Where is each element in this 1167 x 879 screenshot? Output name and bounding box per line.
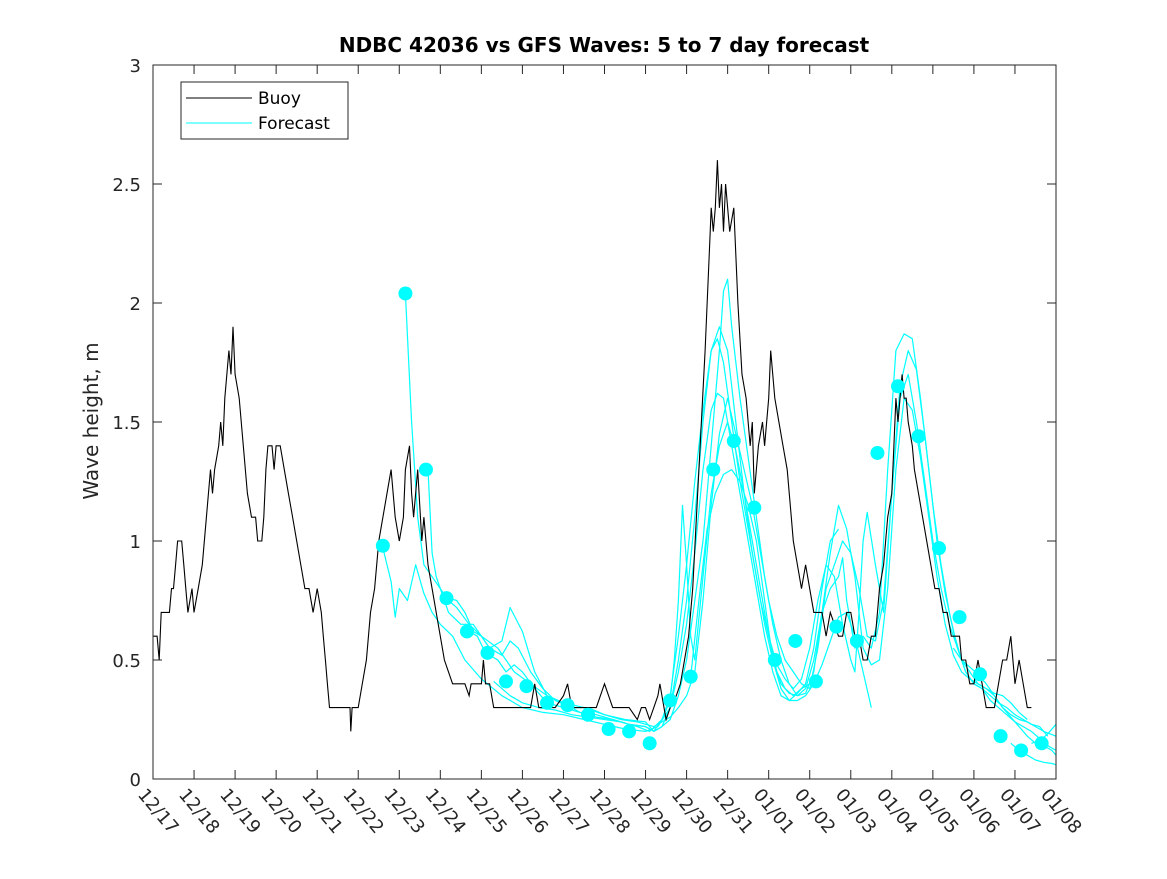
forecast-marker — [1034, 736, 1049, 751]
x-tick-label: 12/25 — [462, 785, 511, 838]
x-tick-label: 12/28 — [585, 785, 634, 838]
forecast-marker — [480, 645, 495, 660]
forecast-marker — [911, 429, 926, 444]
forecast-marker — [932, 541, 947, 556]
x-tick-label: 12/21 — [297, 785, 346, 838]
plot-area: 00.511.522.5312/1712/1812/1912/2012/2112… — [112, 56, 1085, 838]
y-tick-label: 2.5 — [112, 175, 141, 196]
legend-buoy-label: Buoy — [258, 89, 301, 109]
forecast-marker — [663, 693, 678, 708]
legend: Buoy Forecast — [180, 81, 349, 140]
forecast-marker — [849, 633, 864, 648]
forecast-marker — [706, 462, 721, 477]
x-tick-label: 01/04 — [872, 785, 921, 838]
y-tick-label: 1.5 — [112, 413, 141, 434]
forecast-marker — [747, 500, 762, 515]
forecast-marker — [993, 729, 1008, 744]
x-tick-label: 12/18 — [174, 785, 223, 838]
x-tick-label: 12/29 — [626, 785, 675, 838]
y-axis-label: Wave height, m — [79, 342, 103, 499]
forecast-marker — [808, 674, 823, 689]
forecast-marker — [581, 707, 596, 722]
forecast-marker — [622, 724, 637, 739]
x-tick-label: 12/19 — [215, 785, 264, 838]
forecast-line — [690, 469, 872, 708]
x-tick-label: 12/30 — [667, 785, 716, 838]
forecast-marker — [870, 445, 885, 460]
x-tick-label: 12/26 — [503, 785, 552, 838]
data-layer — [153, 160, 1056, 766]
y-tick-label: 0 — [130, 770, 141, 791]
chart-title: NDBC 42036 vs GFS Waves: 5 to 7 day fore… — [339, 33, 870, 57]
x-tick-label: 12/20 — [256, 785, 305, 838]
forecast-marker — [829, 619, 844, 634]
forecast-marker — [973, 667, 988, 682]
forecast-marker — [560, 698, 575, 713]
x-tick-label: 12/31 — [708, 785, 757, 838]
x-tick-label: 12/17 — [133, 785, 182, 838]
forecast-marker — [767, 653, 782, 667]
forecast-marker — [459, 624, 474, 639]
plot-background — [153, 65, 1056, 779]
forecast-marker — [398, 286, 413, 301]
forecast-marker — [375, 538, 390, 553]
x-tick-label: 12/27 — [544, 785, 593, 838]
forecast-line — [427, 278, 1028, 732]
legend-forecast-label: Forecast — [258, 114, 330, 134]
x-tick-label: 12/22 — [338, 785, 387, 838]
forecast-marker — [726, 434, 741, 449]
x-tick-label: 12/23 — [379, 785, 428, 838]
forecast-marker — [890, 379, 905, 394]
buoy-line — [153, 160, 1032, 732]
forecast-marker — [952, 610, 967, 625]
forecast-marker — [788, 633, 803, 648]
y-tick-label: 1 — [130, 532, 141, 553]
x-tick-label: 01/05 — [913, 785, 962, 838]
forecast-line — [493, 333, 1056, 737]
forecast-marker — [418, 462, 433, 477]
forecast-marker — [601, 722, 616, 737]
x-tick-label: 01/01 — [749, 785, 798, 838]
x-tick-label: 01/02 — [790, 785, 839, 838]
y-tick-label: 2 — [130, 294, 141, 315]
forecast-marker — [683, 669, 698, 684]
forecast-marker — [498, 674, 513, 689]
x-tick-label: 01/07 — [995, 785, 1044, 838]
legend-box — [180, 81, 349, 140]
x-tick-label: 01/08 — [1036, 785, 1085, 838]
y-tick-label: 0.5 — [112, 651, 141, 672]
x-tick-label: 12/24 — [420, 785, 469, 838]
x-tick-label: 01/06 — [954, 785, 1003, 838]
forecast-marker — [519, 679, 534, 694]
x-tick-label: 01/03 — [831, 785, 880, 838]
forecast-marker — [642, 736, 657, 751]
forecast-marker — [540, 695, 555, 710]
forecast-marker — [439, 591, 454, 606]
forecast-marker — [1014, 743, 1029, 758]
y-tick-label: 3 — [130, 56, 141, 77]
